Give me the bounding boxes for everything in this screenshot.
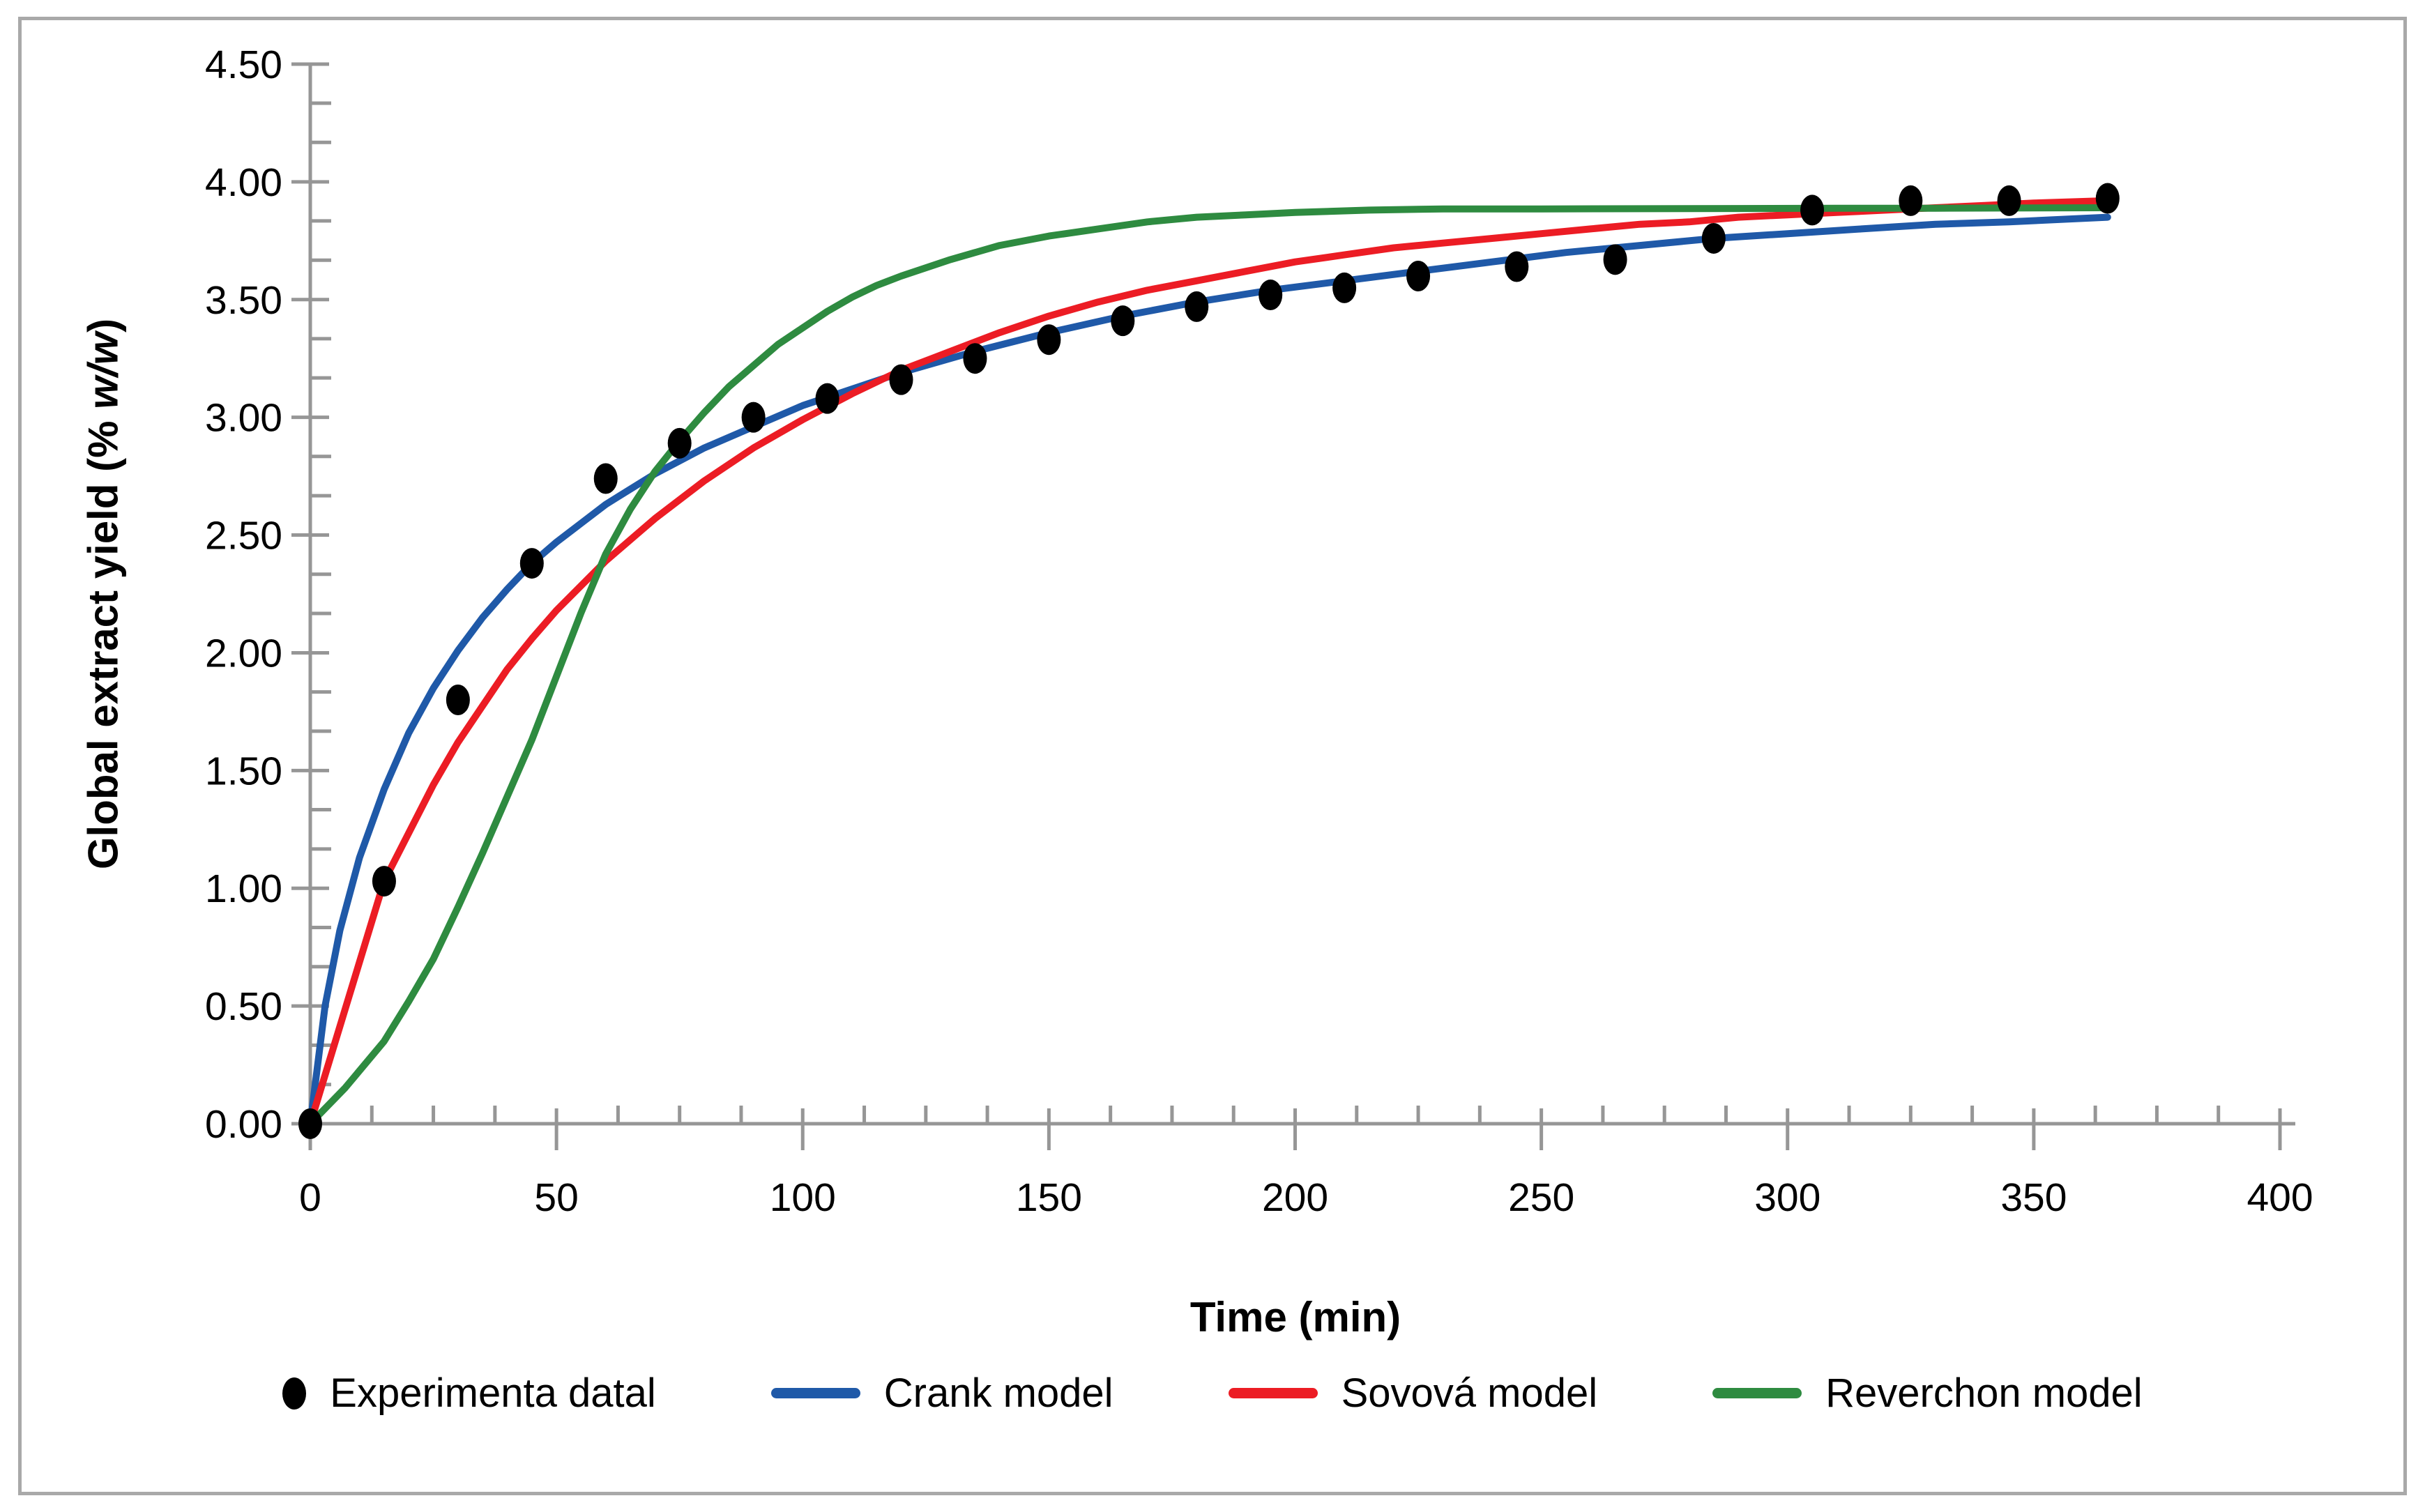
data-point: [1111, 305, 1135, 337]
experimental-data-marker-icon: [282, 1377, 307, 1410]
curve-crank-model: [307, 213, 2111, 1127]
model-curves: [307, 197, 2111, 1127]
data-point: [1800, 194, 1825, 226]
tick-labels: 0.00 0.50 1.00 1.50 2.00 2.50 3.00 3.50 4.00 4.50…: [205, 43, 2313, 1220]
data-point: [298, 1108, 322, 1139]
curve-reverchon-model: [307, 204, 2111, 1127]
data-point: [1185, 291, 1209, 322]
x-tick-label: 50: [534, 1175, 578, 1220]
data-point: [815, 383, 839, 414]
data-point: [1037, 324, 1061, 356]
data-point: [519, 548, 544, 579]
data-point: [2095, 183, 2120, 214]
data-point: [593, 463, 618, 494]
data-point: [1997, 185, 2021, 216]
y-axis-title: Global extract yield (% w/w): [79, 319, 128, 869]
x-tick-label: 0: [299, 1175, 321, 1220]
y-tick-label: 3.00: [205, 396, 282, 441]
legend-item-sovova-model: Sovová model: [1228, 1370, 1598, 1416]
legend-item-reverchon-model: Reverchon model: [1712, 1370, 2143, 1416]
x-tick-label: 400: [2247, 1175, 2313, 1220]
legend-item-crank-model: Crank model: [770, 1370, 1113, 1416]
y-tick-label: 4.50: [205, 43, 282, 87]
data-point: [1701, 222, 1726, 254]
y-tick-label: 2.50: [205, 514, 282, 558]
x-tick-label: 100: [770, 1175, 836, 1220]
data-point: [1259, 280, 1283, 311]
y-tick-label: 2.00: [205, 631, 282, 675]
data-point: [1505, 251, 1529, 282]
y-tick-label: 0.50: [205, 984, 282, 1029]
data-point: [963, 343, 987, 374]
data-point: [372, 866, 396, 897]
y-axis-title-text: Global extract yield (%: [79, 408, 127, 870]
experimental-points: [298, 183, 2120, 1139]
axes: [291, 62, 2295, 1150]
curve-sovov-model: [307, 197, 2111, 1127]
data-point: [1406, 261, 1431, 291]
data-point: [667, 427, 692, 459]
sovova-model-line-icon: [1228, 1388, 1318, 1398]
y-axis-title-italic: w/w: [79, 332, 127, 409]
x-tick-label: 200: [1262, 1175, 1328, 1220]
data-point: [446, 685, 470, 715]
data-point: [889, 364, 913, 395]
data-point: [1603, 244, 1627, 275]
chart-legend: Experimenta datal Crank model Sovová mod…: [0, 1370, 2425, 1416]
data-point: [1899, 185, 1923, 216]
legend-item-experimental-data: Experimenta datal: [282, 1370, 656, 1416]
x-tick-label: 150: [1016, 1175, 1082, 1220]
y-tick-label: 4.00: [205, 160, 282, 205]
y-tick-label: 1.50: [205, 749, 282, 793]
data-point: [1332, 272, 1357, 303]
y-tick-label: 3.50: [205, 278, 282, 323]
y-axis-title-suffix: ): [79, 318, 127, 333]
reverchon-model-line-icon: [1712, 1388, 1802, 1398]
y-tick-label: 1.00: [205, 866, 282, 911]
crank-model-line-icon: [770, 1388, 860, 1398]
legend-label-sovova: Sovová model: [1341, 1370, 1598, 1416]
legend-label-reverchon: Reverchon model: [1825, 1370, 2143, 1416]
x-axis-title: Time (min): [1189, 1294, 1401, 1341]
x-tick-label: 300: [1754, 1175, 1820, 1220]
data-point: [741, 402, 766, 433]
y-tick-label: 0.00: [205, 1102, 282, 1147]
x-tick-label: 350: [2000, 1175, 2067, 1220]
x-tick-label: 250: [1508, 1175, 1574, 1220]
figure-border: [18, 17, 2407, 1495]
legend-label-experimental: Experimenta datal: [330, 1370, 656, 1416]
legend-label-crank: Crank model: [883, 1370, 1113, 1416]
